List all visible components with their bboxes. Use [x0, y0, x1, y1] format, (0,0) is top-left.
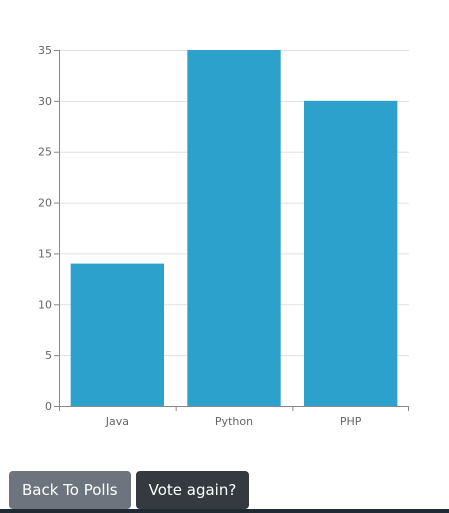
- bar-chart: 0 5 10 15 20 25 30 35 Java Python PHP: [38, 44, 409, 428]
- bars: [70, 50, 398, 406]
- bar-java: [70, 263, 164, 406]
- tick-labels: 0 5 10 15 20 25 30 35 Java Python PHP: [38, 44, 362, 428]
- y-tick-label: 10: [38, 298, 52, 311]
- y-tick-label: 5: [45, 349, 52, 362]
- y-tick-label: 20: [38, 197, 52, 210]
- y-tick-label: 30: [38, 95, 52, 108]
- bar-python: [187, 50, 281, 406]
- y-tick-label: 35: [38, 44, 52, 57]
- bar-php: [304, 100, 398, 406]
- x-tick-label: Python: [215, 415, 253, 428]
- axes: [54, 50, 409, 411]
- x-tick-label: PHP: [340, 415, 362, 428]
- footer-strip: [0, 509, 449, 513]
- x-tick-label: Java: [105, 415, 129, 428]
- y-tick-label: 0: [45, 400, 52, 413]
- poll-actions: Back To Polls Vote again?: [9, 471, 250, 509]
- vote-again-button[interactable]: Vote again?: [135, 471, 250, 509]
- y-tick-label: 25: [38, 146, 52, 159]
- back-to-polls-button[interactable]: Back To Polls: [9, 471, 131, 509]
- y-tick-label: 15: [38, 247, 52, 260]
